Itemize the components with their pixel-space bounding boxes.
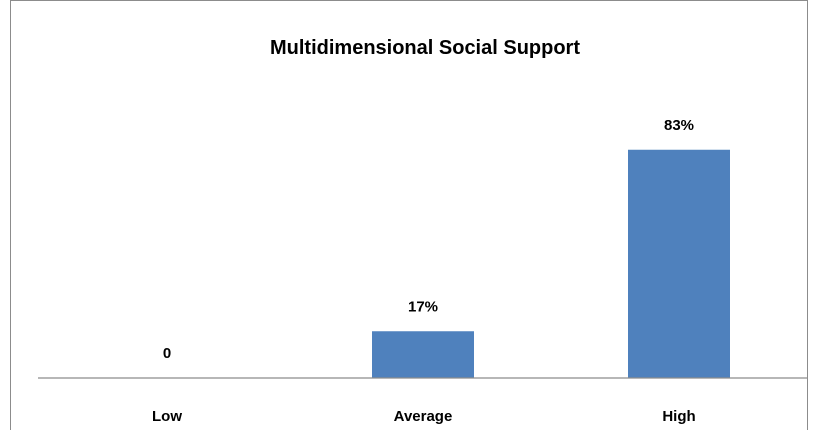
tick-labels-group: Low Average High — [152, 408, 696, 425]
data-label-high: 83% — [664, 117, 694, 134]
data-label-low: 0 — [163, 345, 171, 362]
data-label-average: 17% — [408, 298, 438, 315]
bar-average — [372, 331, 474, 378]
chart-title: Multidimensional Social Support — [270, 37, 580, 59]
x-tick-label-high: High — [662, 408, 695, 425]
x-tick-label-average: Average — [394, 408, 453, 425]
x-tick-label-low: Low — [152, 408, 182, 425]
bar-high — [628, 149, 730, 378]
bars-group — [372, 149, 730, 378]
data-labels-group: 0 17% 83% — [163, 117, 694, 362]
